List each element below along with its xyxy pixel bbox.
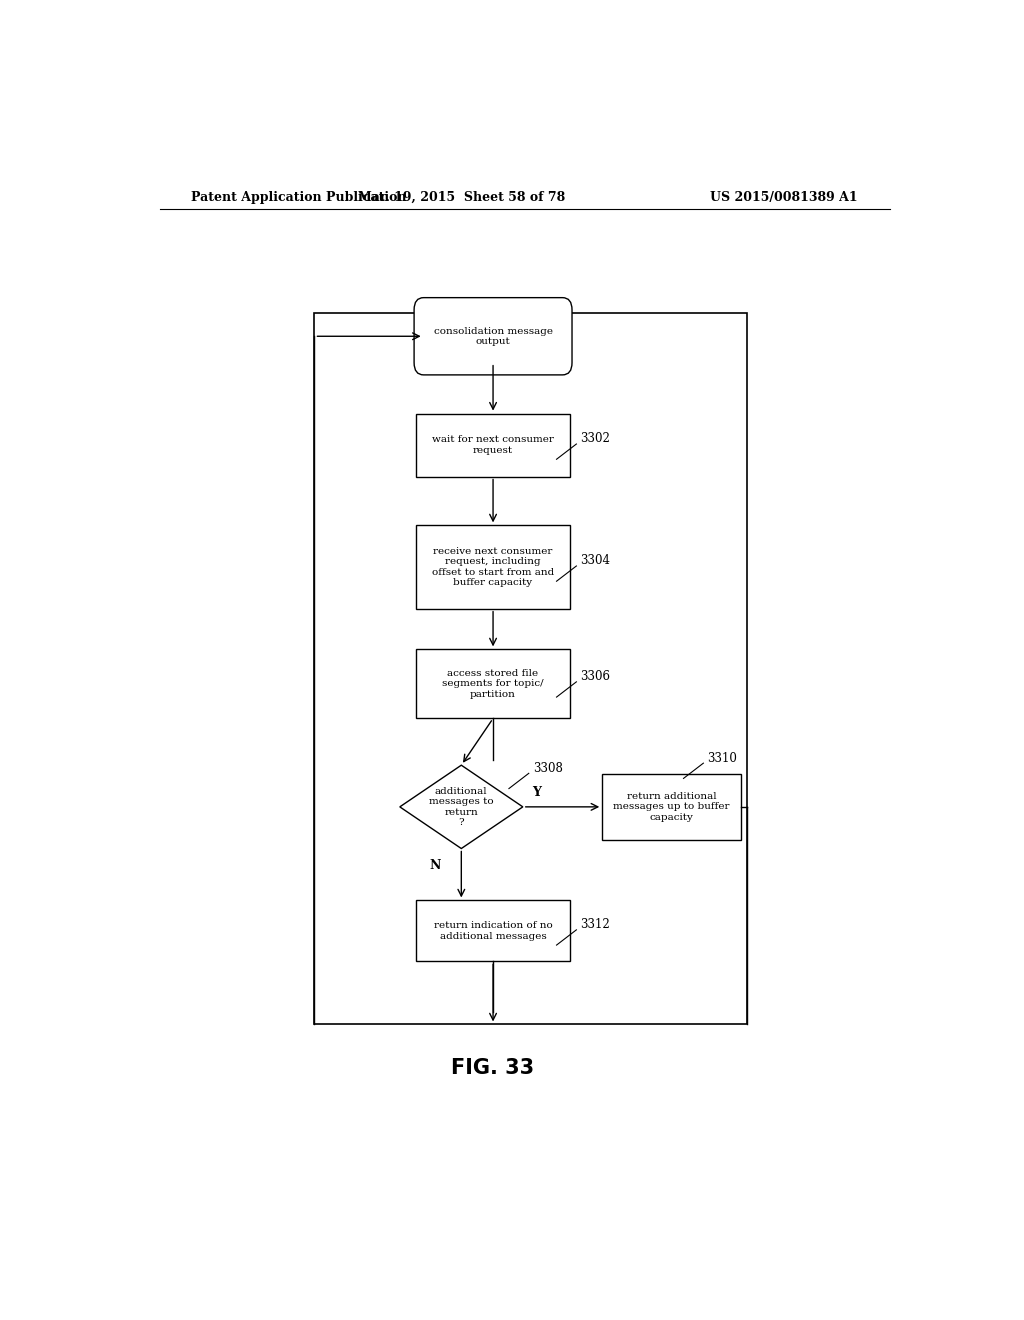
Text: return additional
messages up to buffer
capacity: return additional messages up to buffer …: [613, 792, 730, 822]
Text: wait for next consumer
request: wait for next consumer request: [432, 436, 554, 454]
Bar: [416, 525, 570, 609]
Text: 3312: 3312: [581, 919, 610, 932]
Text: Patent Application Publication: Patent Application Publication: [191, 190, 407, 203]
Text: 3304: 3304: [581, 554, 610, 568]
Text: 3308: 3308: [532, 762, 562, 775]
Text: 3310: 3310: [708, 751, 737, 764]
Text: return indication of no
additional messages: return indication of no additional messa…: [434, 921, 552, 941]
Text: FIG. 33: FIG. 33: [452, 1059, 535, 1078]
Text: consolidation message
output: consolidation message output: [433, 326, 553, 346]
Bar: [416, 413, 570, 477]
FancyBboxPatch shape: [414, 297, 572, 375]
Text: Mar. 19, 2015  Sheet 58 of 78: Mar. 19, 2015 Sheet 58 of 78: [357, 190, 565, 203]
Polygon shape: [399, 766, 523, 849]
Text: receive next consumer
request, including
offset to start from and
buffer capacit: receive next consumer request, including…: [432, 546, 554, 587]
Bar: [416, 649, 570, 718]
Text: N: N: [430, 859, 441, 871]
Bar: [314, 313, 748, 1024]
Bar: [416, 900, 570, 961]
Text: 3306: 3306: [581, 671, 610, 684]
Text: US 2015/0081389 A1: US 2015/0081389 A1: [711, 190, 858, 203]
Text: 3302: 3302: [581, 433, 610, 445]
Text: additional
messages to
return
?: additional messages to return ?: [429, 787, 494, 826]
Text: access stored file
segments for topic/
partition: access stored file segments for topic/ p…: [442, 669, 544, 698]
Bar: [602, 774, 741, 840]
Text: Y: Y: [532, 785, 542, 799]
